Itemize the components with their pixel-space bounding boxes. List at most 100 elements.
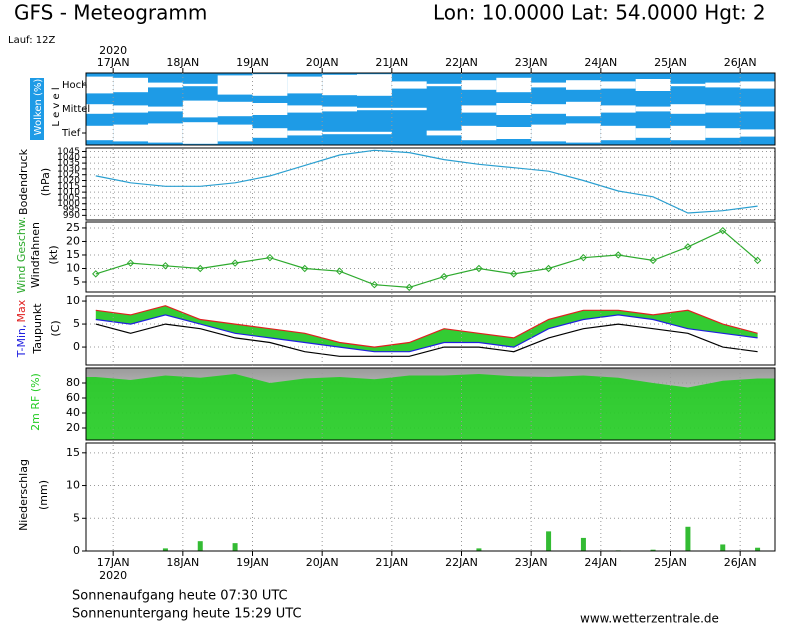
cloud-cover [740,106,775,112]
cloud-cover [78,76,114,94]
bar [546,531,552,551]
level-label: Mittel [62,104,90,115]
cloud-cover [287,105,323,113]
cloud-cover [357,131,392,135]
y-tick-label: 1000 [57,199,80,209]
cloud-cover [113,124,149,142]
y-axis-label: Niederschlag [17,459,30,531]
data-point [161,262,170,270]
y-tick-label: 10 [66,261,80,274]
y-axis-label: (mm) [37,480,50,510]
cloud-cover [287,130,323,136]
cloud-cover [113,77,149,93]
label-part: Wolken (%) [33,79,44,136]
cloud-cover [670,125,706,141]
run: Lauf: 12Z [8,35,55,46]
cloud-cover [566,123,601,143]
cloud-cover [705,82,741,88]
y-tick-label: 20 [66,421,80,434]
sunset: Sonnenuntergang heute 15:29 UTC [72,607,302,622]
x-tick-label: 22JAN [445,556,478,569]
label-part: Bodendruck [17,148,30,215]
cloud-cover [357,107,392,111]
y-tick-label: 40 [66,406,80,419]
cloud-cover [635,128,671,138]
y-tick-label: 1005 [57,193,80,203]
cloud-cover [322,106,358,112]
y-axis-label: (hPa) [39,168,52,196]
cloud-cover [357,74,392,96]
panel-frame [85,72,776,146]
data-point [684,243,692,251]
label-part: (C) [49,320,62,336]
cloud-cover [705,105,741,113]
x-tick-label: 24JAN [584,56,617,69]
sunrise: Sonnenaufgang heute 07:30 UTC [72,589,288,604]
cloud-cover [496,77,532,93]
y-axis-label: Wind Geschw. [15,217,28,294]
cloud-cover [531,124,567,142]
data-line [95,314,758,353]
data-point [405,283,413,292]
bar [685,526,691,551]
cloud-cover [148,123,183,143]
x-tick-label: 23JAN [515,556,548,569]
y-tick-label: 1010 [57,188,80,198]
bar [197,541,203,551]
y-tick-label: 10 [66,294,80,307]
y-tick-label: 5 [73,275,80,288]
x-tick-label: 19JAN [236,56,269,69]
cloud-cover [148,106,183,112]
data-point [196,264,204,273]
panel-frame [85,147,776,221]
y-tick-label: 10 [66,479,80,492]
data-point [510,270,518,278]
label-part: Windfahnen [29,222,42,288]
label-part: Wind Geschw. [15,217,28,294]
cloud-cover [600,125,636,141]
cloud-cover [287,76,323,94]
level-label: Tief [61,128,81,139]
y-tick-label: 15 [66,446,80,459]
cloud-cover [740,81,775,89]
cloud-cover [391,107,427,111]
panel-frame [85,367,776,441]
cloud-cover [600,105,636,113]
panel-bg [86,148,775,220]
data-line [95,323,758,357]
min-max-band [95,305,758,352]
data-area [86,374,775,440]
title: GFS - Meteogramm [14,1,207,25]
label-part: L e v e l [51,87,62,126]
cloud-cover [461,105,497,113]
bar [650,549,656,551]
bar [162,548,168,551]
data-point [614,251,622,259]
y-axis-label: Bodendruck [17,148,30,215]
bar [476,548,482,551]
x-tick-label: 19JAN [236,556,269,569]
x-tick-label: 25JAN [654,56,687,69]
x-tick-label: 17JAN [97,556,130,569]
data-point [301,264,309,273]
data-point [231,259,239,267]
data-point [649,256,657,265]
data-line [95,305,758,348]
label-box [30,78,44,140]
y-axis-label: (kt) [47,245,60,264]
label-part: Max [15,299,28,322]
y-tick-label: 990 [63,211,80,221]
cloud-cover [217,124,253,142]
x-tick-label: 26JAN [724,56,757,69]
cloud-cover [217,101,253,117]
label-part: (hPa) [39,168,52,196]
data-point [544,264,553,273]
location: Lon: 10.0000 Lat: 54.0000 Hgt: 2 [433,1,766,25]
cloud-cover [426,130,462,136]
x-tick-label: 20JAN [306,56,339,69]
data-line [95,229,758,289]
cloud-cover [566,101,601,117]
x-tick-label: 24JAN [584,556,617,569]
label-part: (mm) [37,480,50,510]
panel-frame [85,221,776,293]
